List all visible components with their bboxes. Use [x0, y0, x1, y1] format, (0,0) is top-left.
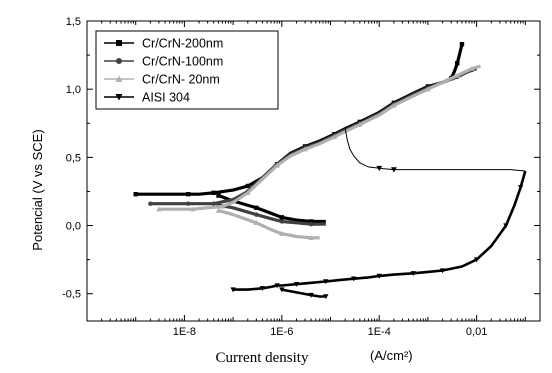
data-point: [517, 185, 524, 191]
plot-frame: [86, 20, 541, 322]
data-point: [190, 206, 196, 212]
series-cr-crn-20nm: [156, 64, 481, 241]
y-axis-title: Potencial (V vs SCE): [30, 129, 45, 250]
data-point: [245, 190, 251, 196]
data-point: [230, 287, 236, 293]
data-point: [308, 221, 314, 227]
data-point: [216, 193, 221, 198]
y-tick-label: 0,0: [66, 221, 81, 233]
data-point: [211, 201, 216, 206]
data-point: [391, 102, 397, 108]
data-point: [454, 72, 460, 78]
series-aisi-304: [230, 128, 527, 300]
data-point: [259, 286, 266, 291]
data-point: [211, 190, 216, 196]
x-tick-label: 1E-4: [368, 326, 391, 338]
data-point: [439, 268, 446, 274]
series-line: [217, 194, 326, 224]
data-point: [331, 134, 338, 140]
data-point: [469, 66, 475, 71]
legend-label: Cr/CrN-100nm: [142, 55, 223, 69]
y-tick-label: -0,5: [62, 289, 81, 301]
data-point: [279, 287, 285, 293]
y-tick-label: 1,0: [66, 84, 81, 96]
data-point: [302, 146, 308, 152]
data-point: [156, 206, 162, 212]
data-point: [279, 219, 285, 224]
x-tick-label: 1E-8: [173, 326, 196, 338]
data-point: [186, 191, 191, 197]
data-point: [323, 294, 329, 300]
legend: Cr/CrN-200nm Cr/CrN-100nm Cr/CrN- 20nm AISI…: [95, 30, 279, 110]
data-point: [279, 215, 285, 220]
series-line-passive: [344, 128, 526, 172]
data-point: [116, 58, 122, 64]
data-point: [279, 231, 285, 236]
data-point: [215, 207, 222, 213]
data-point: [376, 273, 382, 279]
series-line: [158, 64, 481, 211]
data-point: [459, 41, 465, 47]
data-point: [274, 162, 280, 168]
data-point: [133, 191, 138, 197]
data-point: [148, 201, 153, 206]
data-point: [253, 220, 260, 226]
data-point: [115, 75, 123, 82]
data-point: [376, 165, 383, 172]
y-tick-label: 0,5: [66, 152, 81, 164]
data-point: [410, 271, 416, 276]
data-point: [115, 94, 123, 101]
x-tick-label: 1E-6: [270, 326, 293, 338]
data-point: [254, 205, 259, 211]
x-tick-label: 0,01: [466, 326, 487, 338]
axes-layer: -0,5 0,0 0,5 1,0 1,5 1E-8 1E-6 1E-4 0,01: [62, 16, 541, 338]
series-line: [218, 208, 320, 240]
data-point: [308, 292, 314, 298]
legend-label: Cr/CrN-200nm: [142, 37, 223, 51]
data-point: [293, 281, 300, 287]
data-point: [116, 40, 122, 46]
series-line: [218, 203, 326, 226]
data-point: [455, 61, 460, 66]
data-point: [308, 235, 314, 241]
y-tick-label: 1,5: [66, 16, 81, 28]
data-point: [357, 121, 363, 127]
data-point: [390, 167, 397, 173]
data-point: [254, 212, 259, 217]
data-point: [219, 203, 226, 209]
x-axis-unit: (A/cm²): [370, 348, 413, 363]
legend-label: AISI 304: [142, 91, 190, 105]
data-point: [425, 86, 431, 92]
data-point: [351, 276, 357, 282]
x-axis-title: Current density: [216, 350, 309, 366]
data-point: [473, 257, 480, 263]
data-point: [245, 183, 250, 189]
data-point: [503, 223, 509, 229]
legend-label: Cr/CrN- 20nm: [142, 73, 220, 87]
data-point: [274, 283, 280, 289]
legend-box: [95, 30, 279, 110]
data-point: [308, 219, 314, 224]
data-point: [186, 201, 191, 206]
data-point: [323, 279, 329, 285]
series-layer: [133, 41, 527, 300]
